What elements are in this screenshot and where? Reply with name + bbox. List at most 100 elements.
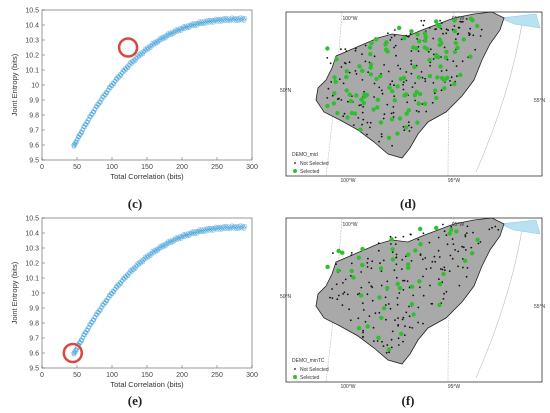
station-not-selected (361, 53, 363, 56)
svg-text:10.1: 10.1 (25, 67, 39, 74)
station-selected (347, 92, 352, 97)
data-point (200, 229, 206, 234)
x-tick: 100 (106, 365, 118, 379)
station-not-selected (349, 275, 352, 277)
svg-text:9.5: 9.5 (29, 365, 39, 372)
station-selected (417, 91, 423, 97)
data-point (187, 231, 193, 236)
station-selected (397, 25, 402, 31)
station-selected (351, 275, 356, 280)
station-not-selected (327, 87, 330, 90)
data-point (118, 281, 124, 286)
station-selected (414, 46, 419, 51)
station-not-selected (342, 115, 345, 118)
station-selected (375, 97, 381, 103)
station-not-selected (421, 103, 424, 105)
station-not-selected (458, 284, 461, 287)
station-not-selected (380, 284, 383, 287)
station-not-selected (440, 56, 442, 58)
data-point (79, 338, 85, 343)
station-not-selected (350, 254, 353, 256)
data-point (193, 228, 198, 234)
station-selected (373, 37, 379, 42)
station-not-selected (403, 129, 406, 132)
station-selected (434, 54, 439, 59)
station-not-selected (451, 238, 454, 240)
station-selected (455, 45, 460, 50)
station-selected (358, 127, 363, 132)
station-not-selected (430, 302, 433, 305)
station-not-selected (494, 225, 497, 228)
station-not-selected (465, 18, 468, 20)
station-not-selected (326, 57, 329, 59)
legend-not-selected-marker (294, 368, 296, 370)
station-selected (416, 101, 421, 106)
station-not-selected (335, 263, 337, 265)
station-not-selected (402, 288, 405, 291)
svg-text:10.4: 10.4 (25, 230, 39, 237)
legend-selected-label: Selected (300, 375, 320, 381)
svg-text:9.7: 9.7 (29, 127, 39, 134)
svg-text:9.9: 9.9 (29, 305, 39, 312)
station-not-selected (402, 235, 405, 238)
station-not-selected (360, 286, 363, 289)
y-tick: 10.1 (25, 67, 45, 74)
station-selected (416, 75, 421, 80)
station-selected (361, 100, 366, 106)
station-not-selected (361, 79, 364, 81)
data-point (188, 24, 193, 29)
y-tick: 10.2 (25, 260, 45, 267)
station-not-selected (381, 92, 384, 95)
station-not-selected (414, 82, 416, 84)
svg-text:10.3: 10.3 (25, 245, 39, 252)
station-selected (352, 111, 358, 116)
station-not-selected (409, 33, 412, 35)
station-selected (418, 226, 423, 232)
y-tick: 10.1 (25, 275, 45, 282)
data-point (185, 231, 190, 236)
lat-label: 50°N (280, 88, 292, 94)
data-point (196, 21, 201, 27)
data-point (205, 17, 210, 23)
lon-label: 100°W (340, 178, 355, 184)
station-not-selected (326, 97, 329, 99)
station-not-selected (429, 267, 432, 269)
station-selected (434, 95, 439, 101)
station-not-selected (464, 234, 467, 236)
station-not-selected (395, 54, 397, 57)
data-point (192, 230, 197, 235)
y-tick: 9.5 (29, 157, 45, 164)
y-tick: 9.9 (29, 305, 45, 312)
data-point (197, 19, 202, 24)
station-selected (344, 88, 349, 93)
station-selected (386, 347, 392, 352)
station-not-selected (362, 335, 364, 338)
station-not-selected (376, 340, 379, 342)
station-selected (414, 89, 419, 95)
station-selected (475, 237, 480, 242)
station-selected (436, 22, 441, 28)
svg-text:9.6: 9.6 (29, 142, 39, 149)
data-point (201, 227, 206, 232)
station-not-selected (395, 256, 398, 259)
station-not-selected (448, 270, 451, 273)
data-point (192, 231, 198, 236)
station-not-selected (402, 81, 405, 83)
data-point (140, 51, 146, 57)
station-not-selected (350, 262, 353, 265)
station-not-selected (424, 80, 427, 83)
station-not-selected (454, 38, 457, 40)
data-point (242, 224, 248, 229)
station-not-selected (378, 86, 381, 89)
station-not-selected (342, 293, 344, 295)
station-selected (360, 262, 365, 268)
station-selected (379, 315, 384, 320)
station-not-selected (392, 111, 395, 114)
data-point (181, 232, 186, 237)
data-point (194, 22, 199, 27)
data-point (175, 234, 180, 240)
data-point (179, 233, 185, 239)
station-not-selected (461, 258, 464, 260)
station-not-selected (373, 82, 376, 85)
station-not-selected (410, 72, 413, 75)
